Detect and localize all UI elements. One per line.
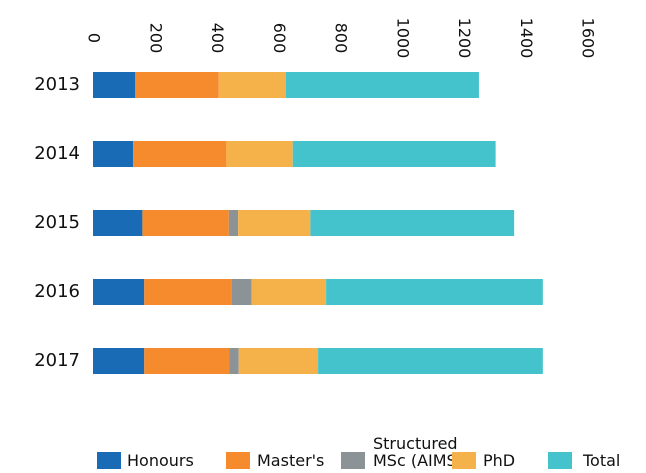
bar-segment xyxy=(285,72,479,98)
y-tick-label: 2016 xyxy=(34,281,80,302)
legend-label: Master's xyxy=(257,451,325,470)
bar-segment xyxy=(238,348,319,374)
bar-segment xyxy=(144,279,232,305)
bar-segment xyxy=(292,141,496,167)
bar-segment xyxy=(238,210,311,236)
legend-swatch xyxy=(452,452,476,469)
bar-segment xyxy=(318,348,543,374)
x-tick-label: 1400 xyxy=(517,18,536,59)
x-tick-label: 1000 xyxy=(393,18,412,59)
bar-segment xyxy=(144,348,230,374)
y-tick-label: 2017 xyxy=(34,350,80,371)
bar-segment xyxy=(228,210,239,236)
bar-segment xyxy=(226,141,293,167)
bar-segment xyxy=(326,279,543,305)
legend-swatch xyxy=(341,452,365,469)
legend-swatch xyxy=(548,452,572,469)
bar-segment xyxy=(229,348,239,374)
legend-label: Total xyxy=(583,451,621,470)
x-tick-label: 800 xyxy=(332,23,351,54)
plot-area: 0 200 400 600 800 1000 1200 1400 1600 2013 2014 201… xyxy=(34,18,598,374)
legend-swatch xyxy=(97,452,121,469)
legend-label: Honours xyxy=(127,451,194,470)
x-tick-label: 200 xyxy=(146,23,165,54)
x-tick-label: 600 xyxy=(270,23,289,54)
x-tick-label: 0 xyxy=(85,33,104,43)
bar-segment xyxy=(93,279,145,305)
legend-swatch xyxy=(226,452,250,469)
bar-segment xyxy=(93,141,134,167)
bar-segment xyxy=(218,72,286,98)
legend-label: Structured MSc (AIMS) xyxy=(373,434,463,470)
x-tick-label: 400 xyxy=(208,23,227,54)
legend-label: PhD xyxy=(483,451,516,470)
bar-segment xyxy=(231,279,252,305)
x-tick-label: 1200 xyxy=(455,18,474,59)
bar-segment xyxy=(142,210,229,236)
bar-segment xyxy=(93,210,143,236)
bar-segment xyxy=(310,210,515,236)
bar-segment xyxy=(133,141,227,167)
bar-segment xyxy=(93,72,136,98)
bar-segment xyxy=(93,348,145,374)
bar-segment xyxy=(251,279,327,305)
y-tick-label: 2015 xyxy=(34,212,80,233)
bar-segment xyxy=(135,72,219,98)
y-tick-label: 2014 xyxy=(34,143,80,164)
y-tick-label: 2013 xyxy=(34,74,80,95)
x-tick-label: 1600 xyxy=(579,18,598,59)
